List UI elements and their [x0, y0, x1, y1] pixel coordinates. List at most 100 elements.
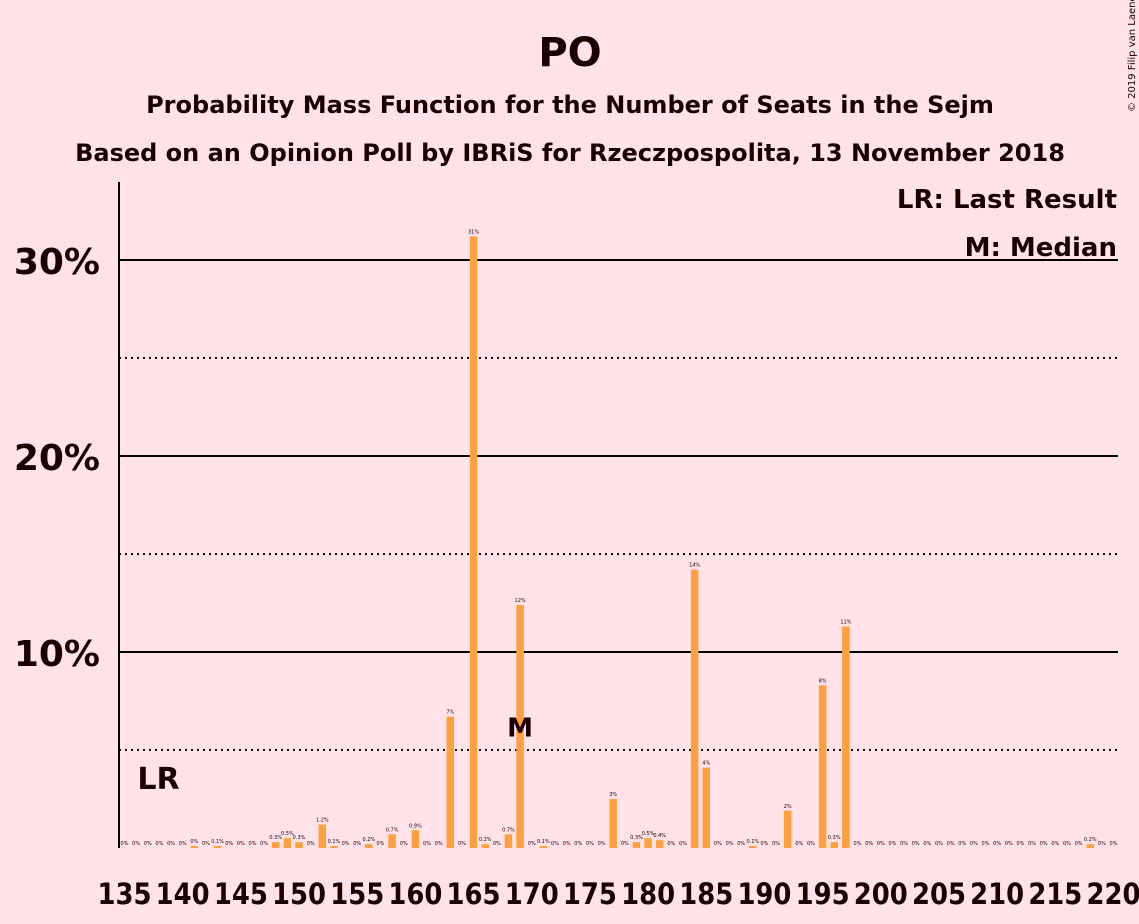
bar-label: 0% — [493, 841, 501, 847]
gridlines — [119, 259, 1118, 751]
x-tick-label: 150 — [272, 877, 326, 911]
legend-last-result: LR: Last Result — [897, 185, 1117, 215]
bar-label: 12% — [515, 598, 526, 604]
bar-label: 0.2% — [1084, 837, 1097, 843]
y-tick-label: 30% — [14, 242, 100, 283]
bar-label: 0% — [982, 841, 990, 847]
chart-title: PO — [538, 30, 601, 76]
bar-label: 0% — [132, 841, 140, 847]
bar — [481, 844, 489, 848]
bar-label: 0% — [888, 841, 896, 847]
x-tick-label: 155 — [330, 877, 384, 911]
bar-label: 0% — [342, 841, 350, 847]
bar-label: 0% — [993, 841, 1001, 847]
copyright-text: © 2019 Filip van Laenen — [1127, 0, 1138, 112]
bar — [295, 842, 303, 848]
bar — [446, 716, 455, 848]
bar — [539, 846, 548, 848]
bar-label: 0% — [400, 841, 408, 847]
bar-label: 0% — [377, 841, 385, 847]
bar-label: 0.7% — [502, 827, 515, 833]
bar-label: 0% — [1075, 841, 1083, 847]
bar-label: 0% — [202, 841, 210, 847]
bars — [190, 236, 1094, 849]
x-tick-labels: 135 140 145 150 155 160 165 170 175 180 185 190 195 2… — [98, 877, 1139, 911]
bar-label: 0.9% — [409, 823, 422, 829]
x-tick-label: 135 — [98, 877, 152, 911]
bar — [690, 569, 699, 848]
bar-label: 0% — [1063, 841, 1071, 847]
bar-label: 0.4% — [653, 833, 666, 839]
x-tick-label: 140 — [156, 877, 210, 911]
bar-label: 0% — [621, 841, 629, 847]
last-result-label: LR — [137, 762, 179, 797]
x-tick-label: 190 — [737, 877, 791, 911]
bar-label: 0.1% — [328, 839, 341, 845]
bar-label: 0% — [947, 841, 955, 847]
bar-label: 0% — [586, 841, 594, 847]
bar-label: 0% — [225, 841, 233, 847]
bar-label: 0% — [807, 841, 815, 847]
x-tick-label: 145 — [214, 877, 268, 911]
bar-label: 0% — [877, 841, 885, 847]
bar-label: 0% — [1098, 841, 1106, 847]
bar-label: 0% — [679, 841, 687, 847]
chart-subtitle-2: Based on an Opinion Poll by IBRiS for Rz… — [75, 139, 1065, 167]
bar-label: 0% — [574, 841, 582, 847]
y-tick-labels: 10% 20% 30% — [14, 242, 100, 675]
bar-label: 0% — [900, 841, 908, 847]
x-tick-label: 185 — [679, 877, 733, 911]
bar-label: 0% — [237, 841, 245, 847]
bar-label: 0% — [912, 841, 920, 847]
bar-label: 0.5% — [281, 831, 294, 837]
bar — [655, 840, 664, 848]
bar — [318, 824, 327, 848]
bar-label: 0% — [1028, 841, 1036, 847]
bar-label: 0% — [1016, 841, 1024, 847]
bar-label: 0% — [260, 841, 268, 847]
bar-label: 0% — [772, 841, 780, 847]
bar — [609, 799, 617, 848]
bar-label: 0% — [167, 841, 175, 847]
bar-label: 7% — [446, 710, 454, 716]
bar-label: 3% — [609, 792, 617, 798]
bar — [842, 626, 850, 848]
bar-label: 0% — [795, 841, 803, 847]
bar — [632, 842, 641, 848]
y-tick-label: 20% — [14, 438, 100, 479]
bar-label: 0% — [1040, 841, 1048, 847]
bar-label: 0.3% — [293, 835, 306, 841]
bar-label: 0% — [598, 841, 606, 847]
x-tick-label: 200 — [854, 877, 908, 911]
median-marker: M — [507, 713, 533, 743]
bar — [469, 236, 478, 849]
bar-label: 0% — [249, 841, 257, 847]
bar-labels: 0% 0% 0% 0% 0% 0% 0% 0% 0.1% 0% 0% 0% 0%0.3%0.5%0.3%… — [121, 229, 1118, 847]
bar-label: 0% — [760, 841, 768, 847]
bar-label: 0% — [726, 841, 734, 847]
bar-label: 0% — [435, 841, 443, 847]
bar — [749, 846, 757, 848]
bar — [411, 830, 420, 848]
bar — [830, 842, 839, 848]
bar — [388, 834, 396, 848]
bar-label: 0.1% — [537, 839, 550, 845]
bar-label: 0% — [935, 841, 943, 847]
bar-label: 0% — [854, 841, 862, 847]
bar-label: 0.1% — [211, 839, 224, 845]
bar-label: 0% — [737, 841, 745, 847]
bar-label: 4% — [702, 761, 710, 767]
bar-label: 0.2% — [479, 837, 492, 843]
bar-label: 31% — [468, 229, 479, 235]
chart-subtitle: Probability Mass Function for the Number… — [146, 91, 994, 119]
bar-label: 0% — [865, 841, 873, 847]
bar-label: 11% — [840, 620, 851, 626]
x-tick-label: 170 — [505, 877, 559, 911]
bar-label: 14% — [689, 563, 700, 569]
bar-label: 0% — [423, 841, 431, 847]
bar-label: 0.3% — [630, 835, 643, 841]
bar-label: 0% — [1110, 841, 1118, 847]
bar-label: 2% — [784, 804, 792, 810]
y-tick-label: 10% — [14, 634, 100, 675]
